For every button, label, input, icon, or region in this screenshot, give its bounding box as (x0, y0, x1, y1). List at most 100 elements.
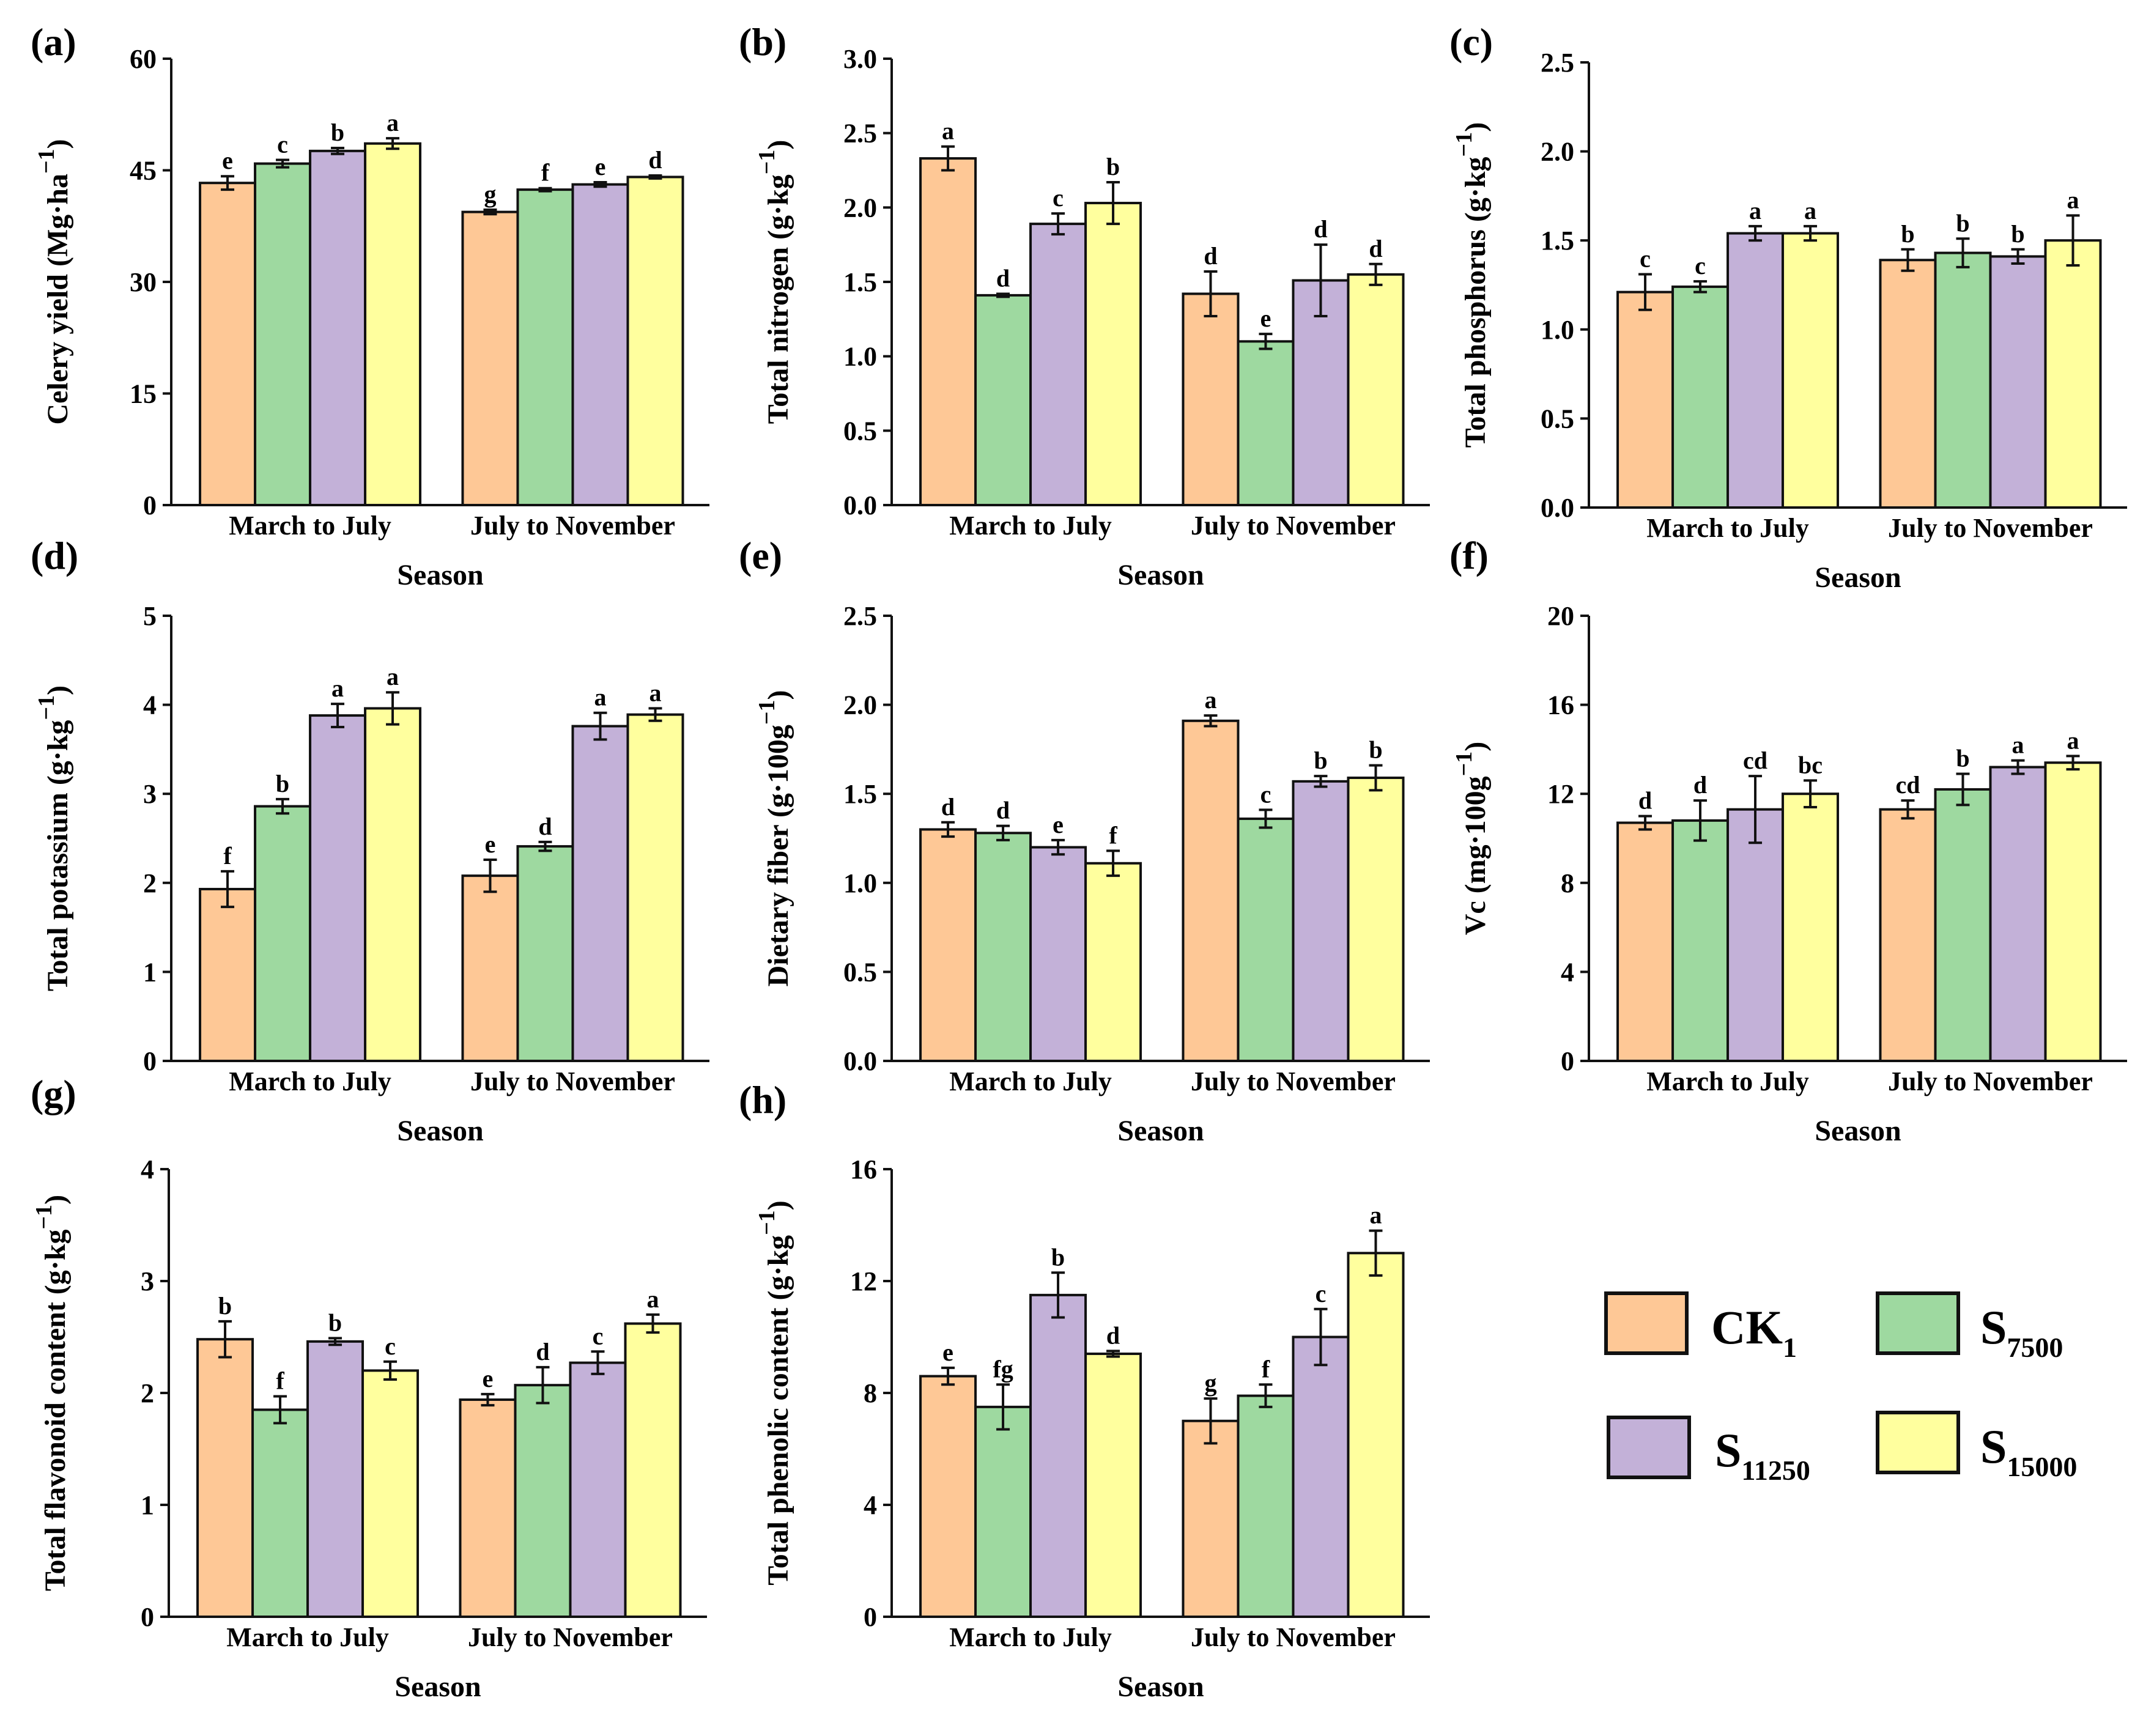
y-axis-title-superscript: −1 (1451, 132, 1477, 157)
bar (919, 1375, 977, 1619)
legend-label-main: S (1715, 1424, 1741, 1477)
chart-panel-7: (g) b f b c March to July e d c a July to November… (31, 1072, 707, 1703)
significance-letter: d (1106, 1321, 1120, 1349)
significance-letter: c (277, 130, 288, 158)
significance-letter: d (1314, 215, 1327, 243)
significance-letter: c (1316, 1280, 1327, 1307)
x-axis-title: Season (1815, 1115, 1901, 1147)
significance-letter: e (942, 1339, 953, 1366)
y-axis-title-main: Total phosphorus (g·kg (1459, 157, 1492, 448)
x-category-label: July to November (1191, 1066, 1396, 1096)
y-tick-label: 15 (130, 379, 157, 409)
significance-letter: d (1638, 787, 1652, 814)
y-axis-title-main: Total flavonoid content (g·kg (39, 1230, 72, 1592)
y-tick-label: 8 (864, 1378, 877, 1408)
y-tick-label: 2.0 (843, 193, 877, 223)
y-tick-label: 1.0 (843, 868, 877, 898)
x-category-label: July to November (1191, 511, 1396, 541)
y-axis-title-superscript: −1 (754, 150, 780, 175)
bar (1989, 255, 2047, 509)
y-axis-title: Total nitrogen (g·kg−1) (754, 140, 794, 424)
bar (1934, 788, 1992, 1063)
y-tick-label: 12 (850, 1266, 877, 1296)
chart-panel-1: (a) e c b a March to July g f e d July to November… (31, 20, 709, 591)
x-category-label: July to November (1191, 1622, 1396, 1652)
x-category-label: July to November (468, 1622, 673, 1652)
bar (199, 182, 257, 506)
y-axis-title: Celery yield (Mg·ha−1) (34, 139, 74, 424)
bar (254, 805, 312, 1062)
bar (1237, 817, 1295, 1063)
legend-label-main: S (1980, 1301, 2007, 1354)
y-tick-label: 5 (143, 601, 157, 631)
significance-letter: e (595, 153, 606, 180)
bar (2044, 239, 2102, 509)
bar (1616, 821, 1675, 1063)
y-tick-label: 12 (1547, 779, 1574, 809)
y-tick-label: 2.5 (1541, 48, 1574, 78)
x-category-label: March to July (229, 511, 391, 541)
x-axis-title: Season (1815, 561, 1901, 594)
significance-letter: cd (1895, 771, 1920, 799)
bar (1029, 223, 1087, 506)
significance-letter: b (328, 1309, 342, 1336)
bar (1237, 1394, 1295, 1618)
significance-letter: b (1106, 153, 1120, 180)
y-axis-title-main: Total potassium (g·kg (42, 720, 74, 991)
significance-letter: c (1640, 245, 1651, 273)
bar (1782, 792, 1840, 1062)
y-tick-label: 3 (143, 779, 157, 809)
legend-label-subscript: 11250 (1741, 1455, 1810, 1486)
y-tick-label: 4 (141, 1154, 154, 1184)
significance-letter: d (1204, 242, 1217, 270)
significance-letter: d (996, 797, 1010, 824)
x-category-label: March to July (949, 511, 1112, 541)
bar (1029, 1293, 1087, 1618)
significance-letter: a (2012, 731, 2024, 759)
bar (569, 1361, 627, 1619)
bar (1879, 808, 1937, 1063)
bar (514, 1384, 572, 1618)
bar (1292, 279, 1350, 506)
y-tick-label: 2 (141, 1378, 154, 1408)
x-axis-title: Season (394, 1671, 481, 1703)
significance-letter: c (1695, 252, 1706, 279)
bar (364, 142, 422, 506)
significance-letter: b (2011, 220, 2024, 248)
y-axis-title-main: Vc (mg·100g (1459, 776, 1492, 935)
bar (1727, 232, 1785, 509)
bar (571, 725, 629, 1062)
bar (1182, 292, 1240, 506)
y-tick-label: 0.0 (1541, 493, 1574, 523)
y-axis-title-superscript: −1 (754, 700, 780, 725)
significance-letter: a (1804, 197, 1816, 224)
legend-label: S11250 (1715, 1424, 1810, 1486)
legend-swatch (1876, 1291, 1960, 1355)
y-tick-label: 0.5 (1541, 404, 1574, 434)
bar (974, 1405, 1032, 1618)
bar (1879, 259, 1937, 509)
x-category-label: July to November (470, 1066, 675, 1096)
bar (1084, 1352, 1142, 1618)
chart-panel-6: (f) d d cd bc March to July cd b a a July to Novem… (1449, 534, 2127, 1147)
y-axis-title-superscript: −1 (31, 1205, 57, 1230)
y-tick-label: 1 (143, 957, 157, 987)
bar (974, 294, 1032, 506)
significance-letter: cd (1743, 747, 1767, 774)
significance-letter: d (1369, 235, 1382, 262)
x-category-label: July to November (1888, 1066, 2093, 1096)
y-axis-title-main: Celery yield (Mg·ha (42, 174, 74, 425)
y-axis-title-main: Total nitrogen (g·kg (762, 174, 794, 424)
y-tick-label: 2.5 (843, 119, 877, 149)
significance-letter: d (648, 146, 662, 174)
significance-letter: d (941, 793, 955, 821)
legend-swatch (1876, 1411, 1960, 1474)
bar (1084, 202, 1142, 506)
x-axis-title: Season (397, 559, 483, 591)
y-tick-label: 0.0 (843, 1046, 877, 1076)
panel-label: (b) (739, 20, 786, 64)
y-axis-title: Vc (mg·100g−1) (1451, 742, 1492, 936)
y-axis-title: Dietary fiber (g·100g−1) (754, 690, 794, 987)
